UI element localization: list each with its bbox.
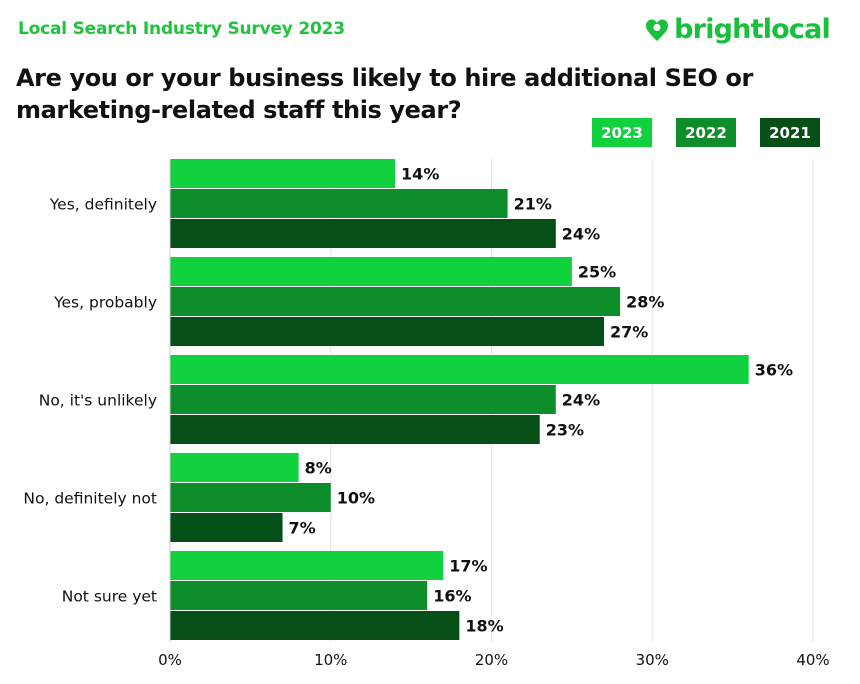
data-label: 36% (755, 361, 793, 380)
data-label: 10% (337, 489, 375, 508)
bar-2022 (170, 189, 508, 218)
x-tick-label: 20% (475, 651, 508, 669)
legend-item-2022: 2022 (676, 118, 736, 147)
data-label: 25% (578, 263, 616, 282)
bar-2021 (170, 219, 556, 248)
category-label: No, it's unlikely (39, 392, 157, 410)
bar-2022 (170, 483, 331, 512)
data-label: 23% (546, 421, 584, 440)
bar-2022 (170, 287, 621, 316)
survey-title: Local Search Industry Survey 2023 (18, 19, 345, 39)
data-label: 8% (305, 459, 332, 478)
data-label: 21% (514, 195, 552, 214)
category-label: Yes, definitely (49, 196, 157, 214)
legend-item-2023: 2023 (592, 118, 652, 147)
data-label: 18% (465, 617, 503, 636)
bar-2021 (170, 317, 605, 346)
data-label: 24% (562, 225, 600, 244)
bar-2023 (170, 453, 299, 482)
brand-logo: brightlocal (644, 14, 831, 45)
category-label: No, definitely not (23, 490, 157, 508)
category-label: Yes, probably (53, 294, 157, 312)
bar-2022 (170, 385, 556, 414)
data-label: 17% (449, 557, 487, 576)
data-label: 14% (401, 165, 439, 184)
data-label: 27% (610, 323, 648, 342)
heart-pin-icon (646, 19, 669, 41)
bar-2023 (170, 159, 396, 188)
bar-2023 (170, 551, 444, 580)
legend: 2023 2022 2021 (592, 118, 820, 147)
x-tick-label: 40% (796, 651, 829, 669)
x-tick-label: 10% (314, 651, 347, 669)
category-label: Not sure yet (62, 588, 157, 606)
data-label: 7% (289, 519, 316, 538)
bar-2022 (170, 581, 428, 610)
data-label: 16% (433, 587, 471, 606)
bar-2021 (170, 611, 460, 640)
brand-name: brightlocal (674, 14, 831, 45)
chart-question: Are you or your business likely to hire … (16, 64, 753, 124)
legend-item-2021: 2021 (760, 118, 820, 147)
bar-2023 (170, 355, 749, 384)
bar-2021 (170, 415, 540, 444)
x-tick-label: 0% (158, 651, 182, 669)
bar-2023 (170, 257, 572, 286)
data-label: 24% (562, 391, 600, 410)
data-label: 28% (626, 293, 664, 312)
bar-2021 (170, 513, 283, 542)
x-tick-label: 30% (636, 651, 669, 669)
